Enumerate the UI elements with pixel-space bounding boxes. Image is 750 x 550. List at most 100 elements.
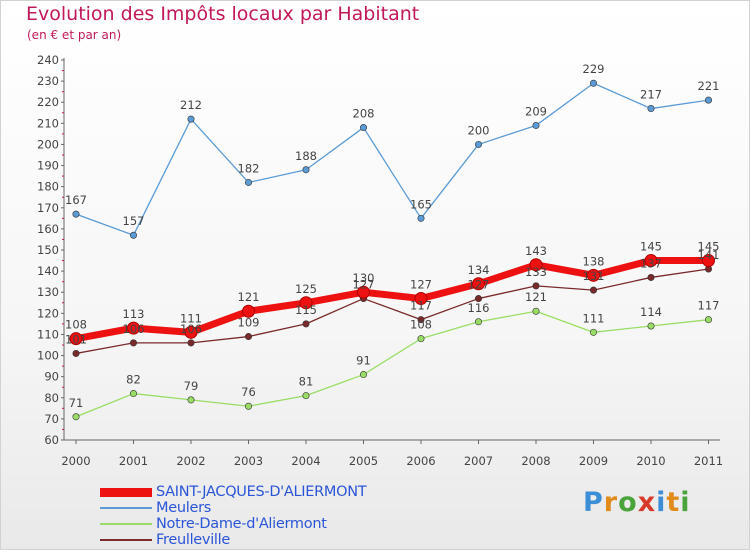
data-point: [587, 268, 600, 282]
data-label: 229: [583, 62, 605, 76]
data-point: [187, 339, 195, 347]
series-line-2: [75, 310, 710, 418]
data-point: [417, 335, 425, 343]
data-point: [187, 115, 195, 123]
data-label: 121: [525, 290, 547, 304]
data-point: [529, 258, 543, 272]
data-label: 209: [525, 104, 547, 118]
data-label: 117: [410, 299, 432, 313]
data-point: [184, 325, 198, 339]
data-point: [69, 332, 83, 346]
data-point: [302, 166, 310, 174]
x-tick-label: 2002: [176, 454, 205, 468]
y-tick-label: 160: [37, 222, 59, 236]
y-tick-label: 120: [37, 306, 59, 320]
data-point: [242, 304, 255, 318]
data-label: 200: [468, 123, 490, 137]
data-point: [647, 273, 655, 281]
x-tick-label: 2011: [694, 454, 723, 468]
data-label: 165: [410, 197, 432, 211]
y-tick-label: 200: [37, 137, 59, 151]
legend-swatch: [100, 487, 152, 497]
data-point: [589, 286, 597, 294]
data-label: 217: [640, 88, 662, 102]
data-point: [417, 316, 425, 324]
data-label: 133: [525, 265, 547, 279]
proxiti-logo: Proxiti: [583, 487, 691, 518]
data-label: 221: [698, 79, 720, 93]
series-line-1: [75, 82, 710, 236]
data-label: 111: [180, 311, 202, 325]
y-tick-label: 220: [37, 95, 59, 109]
data-point: [414, 292, 428, 306]
legend-item-freulleville: Freulleville: [100, 532, 366, 548]
y-tick-label: 110: [37, 327, 59, 341]
data-label: 127: [468, 278, 490, 292]
data-label: 157: [123, 214, 145, 228]
x-tick-label: 2008: [521, 454, 550, 468]
data-point: [130, 339, 138, 347]
data-point: [647, 322, 655, 330]
series-line-0: [72, 257, 712, 343]
data-point: [72, 210, 80, 218]
data-label: 108: [65, 318, 87, 332]
data-label: 106: [123, 322, 145, 336]
x-tick-label: 2000: [61, 454, 90, 468]
data-point: [357, 285, 370, 299]
y-tick-label: 70: [44, 412, 59, 426]
data-point: [245, 402, 253, 410]
data-label: 127: [410, 278, 432, 292]
data-label: 79: [184, 379, 199, 393]
data-point: [72, 349, 80, 357]
data-label: 145: [698, 240, 720, 254]
legend: SAINT-JACQUES-D'ALIERMONT Meulers Notre-…: [100, 484, 367, 548]
x-tick-label: 2006: [406, 454, 435, 468]
y-tick-label: 190: [37, 159, 59, 173]
y-tick-label: 100: [37, 349, 59, 363]
data-point: [532, 121, 540, 129]
data-label: 108: [410, 318, 432, 332]
data-point: [299, 296, 313, 310]
y-tick-label: 130: [37, 285, 59, 299]
data-label: 138: [583, 254, 605, 268]
legend-label: Meulers: [156, 500, 211, 516]
y-tick-label: 240: [37, 53, 59, 67]
y-tick-label: 90: [44, 370, 59, 384]
data-label: 106: [180, 322, 202, 336]
data-point: [532, 282, 540, 290]
data-label: 188: [295, 149, 317, 163]
data-label: 113: [123, 307, 145, 321]
data-point: [644, 254, 658, 268]
data-label: 167: [65, 193, 87, 207]
data-label: 131: [583, 269, 605, 283]
data-point: [187, 396, 195, 404]
data-label: 145: [640, 240, 662, 254]
data-label: 127: [353, 278, 375, 292]
data-label: 143: [525, 244, 547, 258]
legend-item-meulers: Meulers: [100, 500, 366, 516]
data-label: 141: [698, 248, 720, 262]
data-label: 182: [238, 161, 260, 175]
data-point: [72, 413, 80, 421]
data-point: [474, 318, 482, 326]
data-point: [302, 392, 310, 400]
data-point: [127, 321, 140, 335]
series-line-3: [75, 268, 710, 355]
data-label: 82: [126, 373, 141, 387]
data-point: [532, 307, 540, 315]
line-chart: 60 70 80 90 100 110 120 130 140 150 160 170 180 190 20…: [37, 53, 723, 468]
data-label: 114: [640, 305, 662, 319]
data-point: [704, 96, 712, 104]
x-tick-label: 2009: [579, 454, 608, 468]
data-label: 134: [468, 263, 490, 277]
x-tick-label: 2001: [119, 454, 148, 468]
y-tick-label: 230: [37, 74, 59, 88]
data-point: [359, 371, 367, 379]
data-label: 111: [583, 311, 605, 325]
legend-label: Notre-Dame-d'Aliermont: [156, 516, 327, 532]
data-point: [474, 295, 482, 303]
legend-label: Freulleville: [156, 532, 231, 548]
data-point: [245, 333, 253, 341]
y-tick-label: 180: [37, 180, 59, 194]
